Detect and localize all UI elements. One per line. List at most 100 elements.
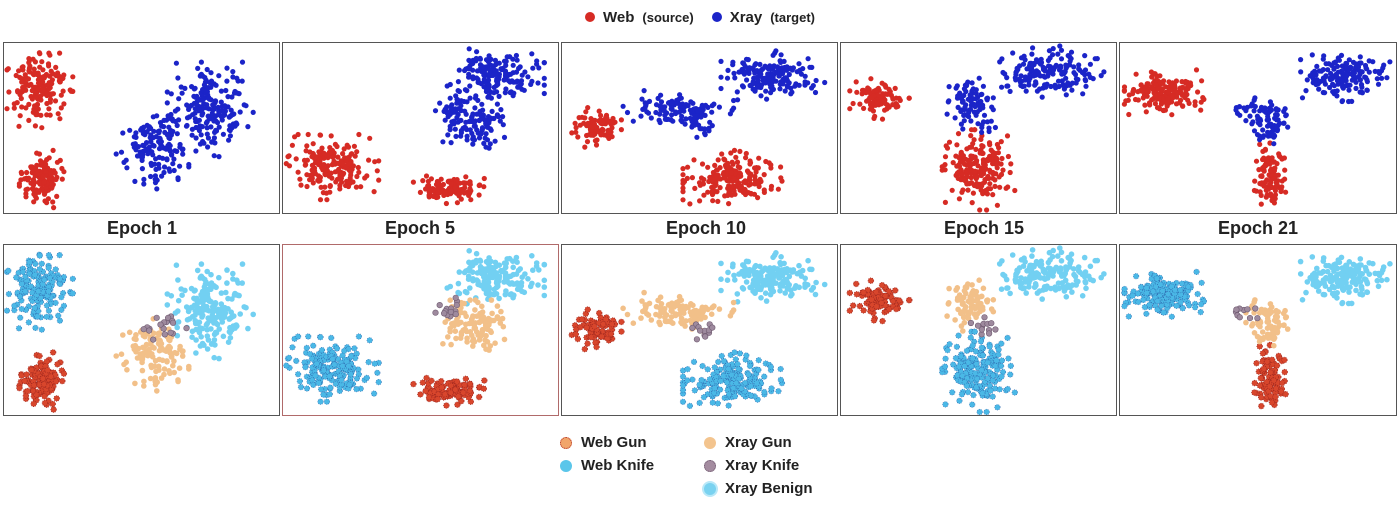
point-xray-benign [227, 335, 234, 341]
point-xray [1358, 82, 1365, 88]
point-xray [477, 62, 484, 68]
point-xray [156, 165, 162, 171]
class-panel-epoch-10 [561, 244, 838, 416]
point-xray-gun [708, 311, 715, 317]
point-web-gun [466, 380, 474, 388]
point-xray [1087, 61, 1093, 67]
point-web [569, 130, 575, 136]
point-web-gun [873, 288, 880, 296]
point-web-gun [466, 387, 474, 394]
point-xray-gun [498, 308, 504, 315]
point-xray [496, 60, 502, 66]
point-web [979, 143, 985, 149]
point-web-gun [584, 306, 591, 313]
point-xray-gun [453, 335, 459, 342]
point-xray-knife [183, 325, 190, 332]
point-web [729, 159, 735, 165]
point-xray [689, 123, 695, 129]
point-xray [702, 126, 708, 132]
point-xray-benign [198, 261, 205, 267]
point-web [964, 173, 970, 179]
point-web-knife [339, 362, 346, 370]
point-xray [206, 95, 212, 101]
point-xray-gun [472, 325, 479, 331]
point-web [438, 176, 444, 182]
point-web [994, 202, 1000, 208]
point-xray [205, 144, 211, 150]
point-xray [487, 126, 493, 132]
point-xray [669, 100, 675, 106]
point-web [857, 101, 863, 107]
point-xray-benign [221, 314, 228, 320]
point-web [57, 116, 63, 122]
epoch-label-15: Epoch 15 [943, 218, 1025, 238]
point-web-knife [37, 294, 44, 302]
point-web-gun [600, 320, 607, 328]
point-xray [458, 128, 464, 134]
point-web [59, 176, 65, 182]
point-web [1272, 188, 1278, 194]
point-web [38, 93, 44, 99]
point-web [23, 191, 29, 197]
point-xray [797, 67, 803, 73]
point-web [1159, 86, 1166, 92]
point-web [961, 161, 968, 167]
point-xray-benign [821, 281, 828, 288]
point-xray-gun [472, 307, 478, 313]
point-xray [131, 144, 137, 150]
point-xray [437, 100, 443, 106]
point-xray-benign [199, 325, 206, 332]
point-web [21, 176, 28, 182]
point-web-gun [460, 389, 467, 396]
point-web [39, 59, 45, 65]
point-xray [463, 119, 469, 125]
point-xray-benign [189, 334, 195, 340]
point-web [455, 191, 461, 197]
point-xray-benign [495, 283, 501, 290]
point-xray [148, 173, 154, 180]
point-web-knife [31, 304, 38, 312]
point-xray [1080, 91, 1086, 97]
point-xray-benign [725, 269, 731, 276]
point-web-knife [346, 381, 353, 388]
legend-item-web: Web (source) [584, 9, 694, 26]
point-xray [744, 77, 750, 83]
point-xray-gun [166, 343, 172, 350]
point-web [337, 171, 343, 177]
point-web [468, 197, 474, 203]
point-xray-gun [158, 346, 164, 352]
point-web-knife [679, 387, 687, 394]
point-xray [979, 129, 985, 135]
point-xray [1350, 77, 1356, 83]
point-xray-benign [184, 317, 191, 323]
point-web [689, 175, 695, 181]
point-xray-benign [164, 302, 171, 308]
point-xray [456, 88, 462, 95]
point-web-knife [986, 343, 993, 350]
point-xray-knife [441, 310, 448, 317]
point-web [283, 161, 289, 167]
point-web [990, 170, 996, 177]
point-web-gun [455, 393, 462, 400]
point-web [35, 106, 41, 112]
point-web-knife [714, 400, 721, 407]
point-web [946, 139, 953, 145]
point-xray [199, 124, 205, 130]
point-web [748, 181, 754, 187]
point-xray [789, 89, 795, 95]
point-web [588, 132, 594, 138]
point-web-knife [992, 362, 999, 369]
point-xray [514, 78, 520, 84]
point-web [1126, 111, 1132, 118]
point-xray [1050, 46, 1056, 52]
class-plot-epoch-10 [568, 250, 828, 409]
point-web-gun [584, 340, 591, 347]
point-web-knife [738, 385, 745, 392]
point-web [19, 104, 25, 110]
point-xray-benign [541, 284, 548, 290]
point-xray [698, 114, 704, 120]
point-xray [709, 123, 715, 129]
point-web-knife [331, 361, 338, 368]
point-xray [1037, 86, 1043, 92]
point-web-knife [365, 358, 372, 366]
